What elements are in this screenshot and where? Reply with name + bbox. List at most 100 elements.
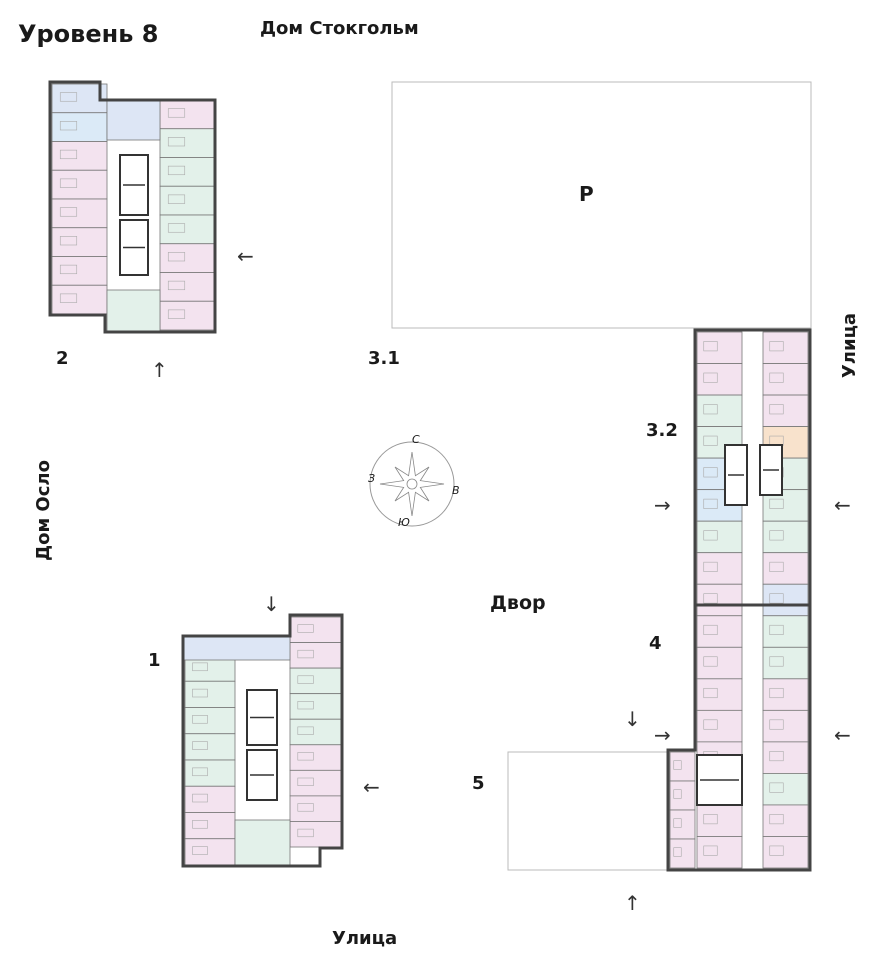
entrance-arrow: ↓ <box>263 592 280 616</box>
apartment <box>159 300 216 331</box>
compass-center <box>406 478 418 490</box>
apartment <box>51 169 108 200</box>
house-oslo-label: Дом Осло <box>32 460 54 561</box>
furniture <box>703 814 718 825</box>
building-2-label: 2 <box>56 348 69 369</box>
furniture <box>703 435 718 446</box>
compass-circle <box>369 441 455 527</box>
furniture <box>703 530 718 541</box>
apartment <box>669 809 696 840</box>
furniture <box>167 280 186 291</box>
furniture <box>167 194 186 204</box>
furniture <box>673 818 682 828</box>
apartment <box>51 83 108 114</box>
building-3-1-label: 3.1 <box>368 348 400 369</box>
entrance-arrow: ↓ <box>624 707 641 731</box>
furniture <box>192 662 208 672</box>
furniture <box>703 498 718 509</box>
furniture <box>769 498 784 509</box>
house-stockholm-label: Дом Стокгольм <box>260 18 419 39</box>
building-4-label: 4 <box>649 633 662 654</box>
apartment <box>696 709 743 743</box>
furniture <box>769 341 784 352</box>
furniture <box>192 741 208 750</box>
furniture <box>167 165 186 176</box>
furniture <box>703 719 718 730</box>
furniture <box>167 137 186 147</box>
furniture <box>297 777 314 786</box>
apartment <box>762 678 809 711</box>
apartment <box>51 141 108 171</box>
apartment <box>762 552 809 585</box>
apartment <box>51 284 108 315</box>
furniture <box>769 656 784 667</box>
apartment <box>669 838 696 869</box>
furniture <box>297 675 314 684</box>
furniture <box>703 561 718 572</box>
furniture <box>769 624 784 635</box>
furniture <box>769 561 784 572</box>
furniture <box>297 828 314 838</box>
apartment <box>51 198 108 229</box>
apartment <box>696 646 743 680</box>
apartment <box>106 99 161 141</box>
apartment <box>159 214 216 245</box>
furniture <box>192 793 208 803</box>
compass-south: Ю <box>398 516 410 529</box>
apartment <box>696 615 743 648</box>
furniture <box>673 760 682 770</box>
furniture <box>769 404 784 415</box>
apartment <box>159 243 216 273</box>
furniture <box>167 309 186 319</box>
furniture <box>297 726 314 735</box>
apartment <box>184 785 236 813</box>
entrance-arrow: ↑ <box>151 358 168 382</box>
building-5-outline <box>507 751 669 871</box>
building-1-outline <box>181 613 344 868</box>
furniture <box>769 782 784 793</box>
compass-star-icon <box>379 451 445 517</box>
courtyard-label: Двор <box>490 592 546 614</box>
furniture <box>769 593 784 604</box>
apartment <box>159 128 216 158</box>
apartment <box>234 819 291 867</box>
furniture <box>167 108 186 118</box>
entrance-arrow: ← <box>237 244 254 268</box>
compass-east: В <box>452 484 460 497</box>
apartment <box>106 289 161 333</box>
street-bottom-label: Улица <box>332 928 398 949</box>
parking-label: Р <box>579 182 594 206</box>
furniture <box>769 751 784 762</box>
entrance-arrow: ← <box>834 493 851 517</box>
apartment <box>184 707 236 735</box>
apartment <box>762 804 809 837</box>
furniture <box>59 121 78 131</box>
furniture <box>59 293 78 303</box>
furniture <box>703 656 718 667</box>
apartment <box>669 780 696 811</box>
apartment <box>696 331 743 364</box>
furniture <box>769 845 784 856</box>
apartment <box>696 836 743 869</box>
furniture <box>297 752 314 761</box>
furniture <box>703 404 718 415</box>
furniture <box>192 820 208 829</box>
furniture <box>703 845 718 856</box>
furniture <box>703 687 718 699</box>
apartment <box>762 741 809 774</box>
furniture <box>769 719 784 730</box>
apartment <box>289 616 343 643</box>
apartment <box>159 185 216 216</box>
furniture <box>192 846 208 855</box>
apartment <box>51 256 108 286</box>
furniture <box>673 789 682 799</box>
apartment <box>51 112 108 142</box>
furniture <box>297 803 314 812</box>
furniture <box>769 687 784 699</box>
furniture <box>703 341 718 352</box>
building-1-label: 1 <box>148 650 161 671</box>
furniture <box>769 814 784 825</box>
furniture <box>769 372 784 383</box>
apartment <box>762 773 809 806</box>
